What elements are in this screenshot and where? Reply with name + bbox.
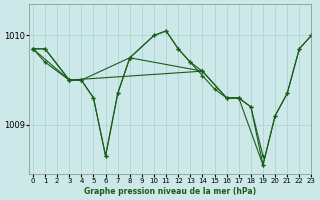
X-axis label: Graphe pression niveau de la mer (hPa): Graphe pression niveau de la mer (hPa) — [84, 187, 256, 196]
